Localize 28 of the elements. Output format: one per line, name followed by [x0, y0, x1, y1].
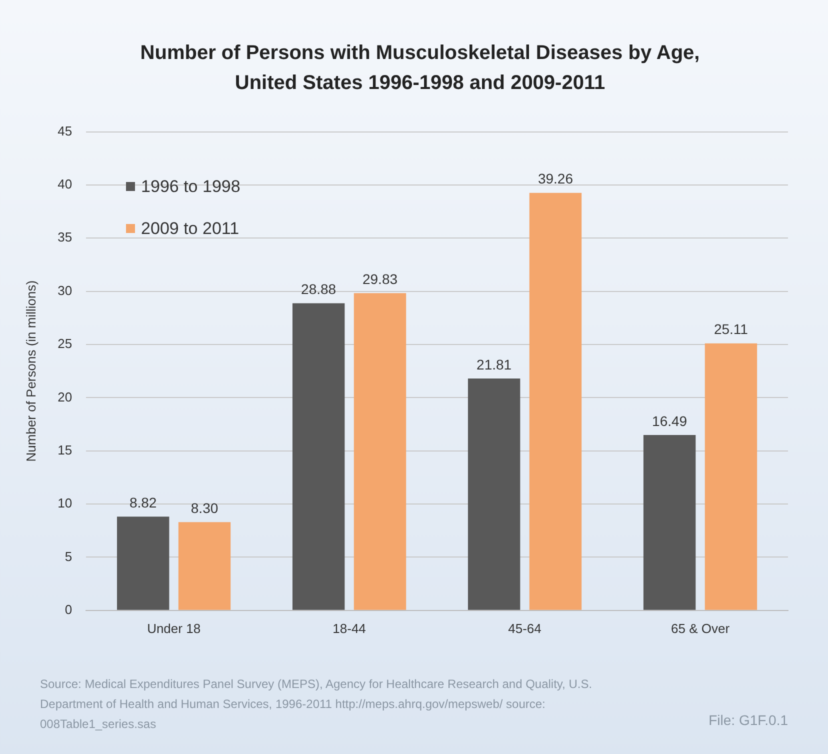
- data-label: 28.88: [301, 281, 336, 298]
- y-tick-label: 40: [58, 176, 72, 192]
- x-tick-label: Under 18: [147, 620, 201, 636]
- data-label: 29.83: [362, 271, 398, 287]
- y-tick-label: 45: [58, 123, 72, 138]
- y-tick-label: 30: [58, 282, 72, 298]
- y-tick-label: 0: [64, 602, 72, 617]
- data-label: 25.11: [714, 321, 748, 338]
- y-tick-label: 25: [58, 336, 72, 352]
- y-axis-title: Number of Persons (in millions): [23, 280, 38, 462]
- data-label: 8.30: [190, 500, 218, 516]
- data-label: 39.26: [538, 170, 574, 187]
- data-label: 16.49: [652, 412, 688, 429]
- x-tick-label: 18-44: [332, 620, 366, 636]
- y-tick-label: 15: [58, 442, 72, 458]
- y-tick-label: 20: [58, 389, 72, 404]
- legend-label: 1996 to 1998: [141, 176, 240, 197]
- x-tick-label: 65 & Over: [670, 620, 730, 636]
- source-note: Source: Medical Expenditures Panel Survey (MEPS), Agency for Healthcare Research and Quality, U.S. Department of Health and Human Services, 1996-2011 http://meps.ahrq.gov/mepsweb/ source: 008Table1_series.sas: [40, 676, 594, 733]
- legend-label: 2009 to 2011: [141, 218, 240, 239]
- y-tick-label: 10: [58, 496, 72, 511]
- x-tick-label: 45-64: [508, 620, 542, 636]
- y-tick-label: 5: [64, 548, 72, 564]
- text: File: G1F.0.1: [708, 712, 788, 728]
- chart-title: Number of Persons with Musculoskeletal Diseases by Age, United States 1996-1998 and 2009-2011: [139, 41, 701, 96]
- data-label: 8.82: [129, 494, 157, 510]
- y-tick-label: 35: [58, 230, 72, 245]
- data-label: 21.81: [476, 356, 512, 372]
